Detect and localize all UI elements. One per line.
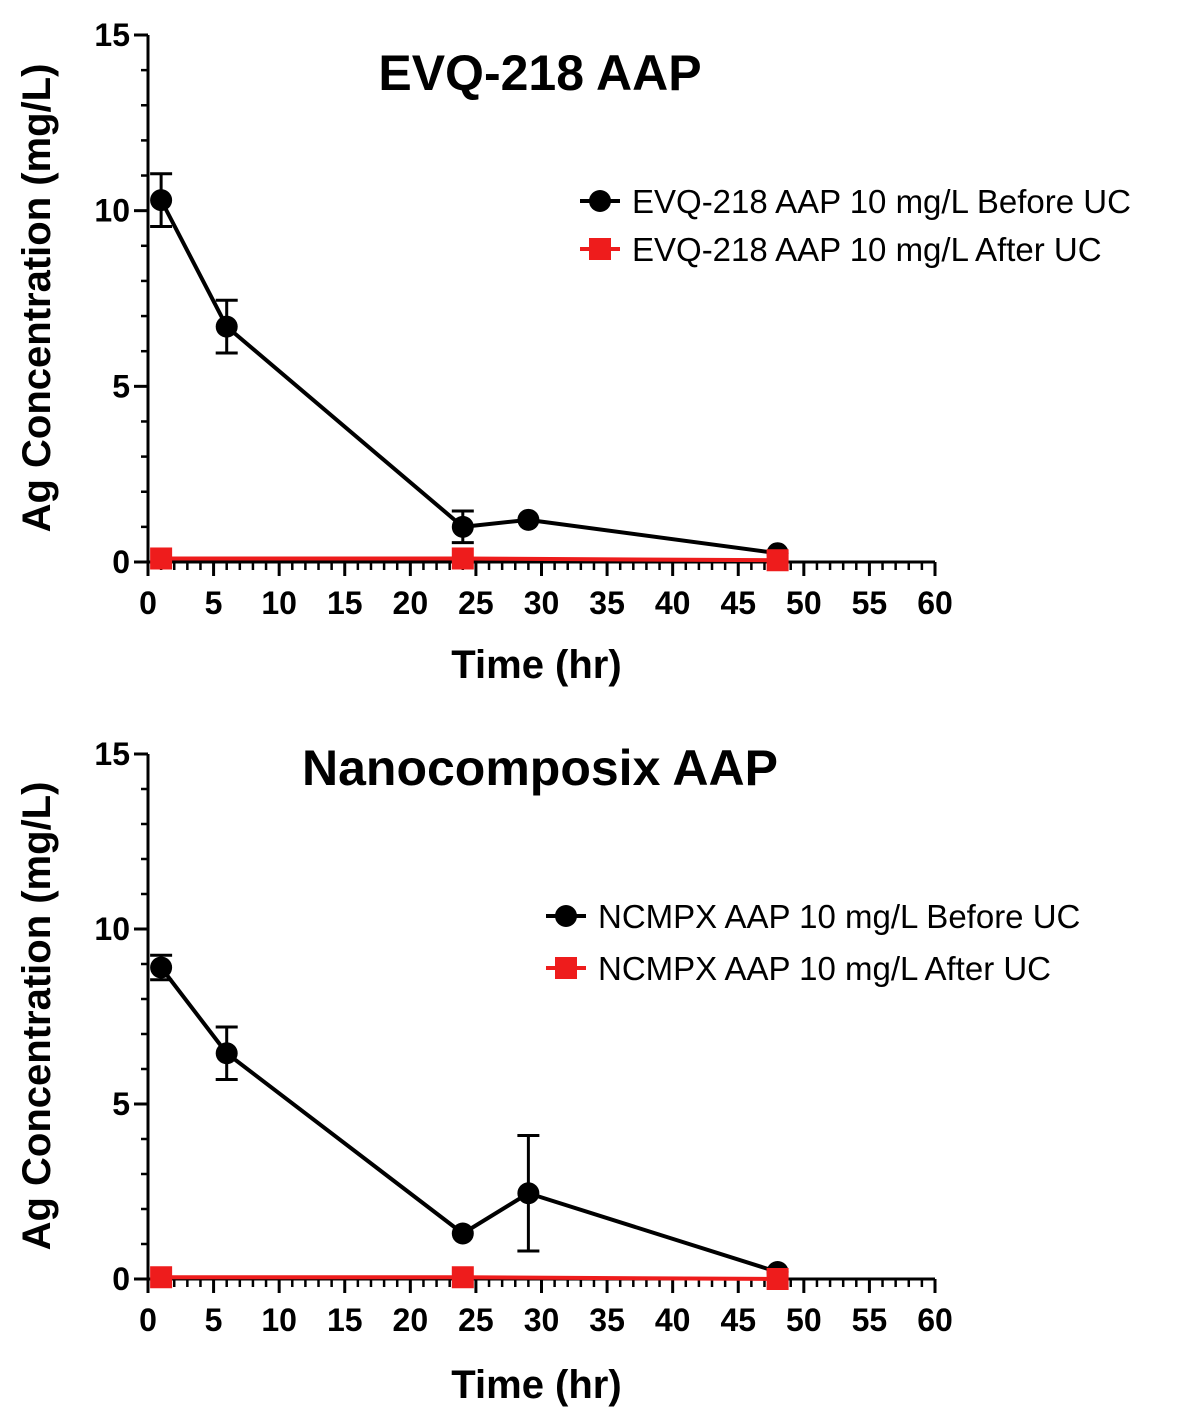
x-tick-label: 15: [327, 585, 363, 621]
data-point: [215, 315, 238, 338]
legend-label: NCMPX AAP 10 mg/L Before UC: [598, 898, 1080, 935]
x-tick-label: 0: [139, 585, 157, 621]
y-tick-label: 5: [112, 368, 130, 404]
series-2: [150, 1266, 789, 1290]
legend-label: EVQ-218 AAP 10 mg/L After UC: [632, 231, 1102, 268]
y-tick-label: 10: [94, 193, 130, 229]
x-tick-label: 35: [589, 585, 625, 621]
x-axis-label: Time (hr): [451, 643, 621, 687]
x-tick-label: 50: [786, 1302, 822, 1338]
x-tick-label: 25: [458, 585, 494, 621]
legend-marker: [555, 957, 577, 979]
data-point: [150, 547, 173, 570]
chart-title: Nanocomposix AAP: [302, 740, 778, 796]
series-1: [150, 172, 789, 565]
x-tick-label: 40: [655, 585, 691, 621]
x-tick-label: 30: [524, 1302, 560, 1338]
x-tick-label: 10: [261, 1302, 297, 1338]
series-2: [150, 547, 789, 572]
x-tick-label: 10: [261, 585, 297, 621]
y-axis-label: Ag Concentration (mg/L): [15, 64, 59, 533]
legend-label: NCMPX AAP 10 mg/L After UC: [598, 950, 1051, 987]
x-tick-label: 5: [205, 1302, 223, 1338]
x-tick-label: 60: [917, 1302, 953, 1338]
chart-panel-1: EVQ-218 AAP 0 5 10 15 0 5 10 15 20 25 30 35 40 45 50 55 6…: [15, 17, 1131, 687]
x-tick-label: 55: [852, 585, 888, 621]
y-tick-label: 15: [94, 736, 130, 772]
data-point: [150, 956, 173, 979]
x-tick-label: 25: [458, 1302, 494, 1338]
data-point: [150, 189, 173, 212]
y-tick-label: 15: [94, 17, 130, 53]
x-tick-label: 0: [139, 1302, 157, 1338]
legend-marker: [589, 238, 611, 260]
data-point: [766, 1268, 789, 1290]
x-tick-label: 20: [393, 1302, 429, 1338]
x-tick-label: 60: [917, 585, 953, 621]
y-tick-label: 10: [94, 911, 130, 947]
data-point: [451, 515, 474, 538]
x-tick-label: 45: [720, 585, 756, 621]
data-point: [451, 1266, 474, 1289]
series-1: [150, 953, 789, 1283]
y-axis-label: Ag Concentration (mg/L): [15, 782, 59, 1251]
legend-label: EVQ-218 AAP 10 mg/L Before UC: [632, 183, 1131, 220]
data-point: [451, 547, 474, 570]
chart-title: EVQ-218 AAP: [378, 45, 701, 101]
data-point: [215, 1042, 238, 1065]
x-tick-label: 50: [786, 585, 822, 621]
x-tick-label: 45: [720, 1302, 756, 1338]
x-tick-label: 5: [205, 585, 223, 621]
data-point: [766, 549, 789, 572]
x-axis-label: Time (hr): [451, 1363, 621, 1407]
legend-marker: [555, 905, 577, 927]
data-point: [451, 1222, 474, 1245]
y-tick-label: 0: [112, 544, 130, 580]
x-tick-label: 35: [589, 1302, 625, 1338]
data-point: [150, 1266, 173, 1289]
x-tick-label: 40: [655, 1302, 691, 1338]
y-tick-label: 0: [112, 1261, 130, 1297]
x-tick-label: 15: [327, 1302, 363, 1338]
legend-entry: NCMPX AAP 10 mg/L Before UC: [546, 898, 1080, 935]
legend-marker: [589, 190, 611, 212]
x-tick-label: 20: [393, 585, 429, 621]
data-point: [517, 1182, 540, 1205]
data-point: [517, 508, 540, 531]
x-tick-label: 55: [852, 1302, 888, 1338]
legend-entry: EVQ-218 AAP 10 mg/L After UC: [580, 231, 1102, 268]
chart-panel-2: Nanocomposix AAP 0 5 10 15 0 5 10 15 20 25 30 35 40 45…: [15, 736, 1080, 1407]
legend-entry: EVQ-218 AAP 10 mg/L Before UC: [580, 183, 1131, 220]
y-tick-label: 5: [112, 1086, 130, 1122]
legend-entry: NCMPX AAP 10 mg/L After UC: [546, 950, 1051, 987]
x-tick-label: 30: [524, 585, 560, 621]
